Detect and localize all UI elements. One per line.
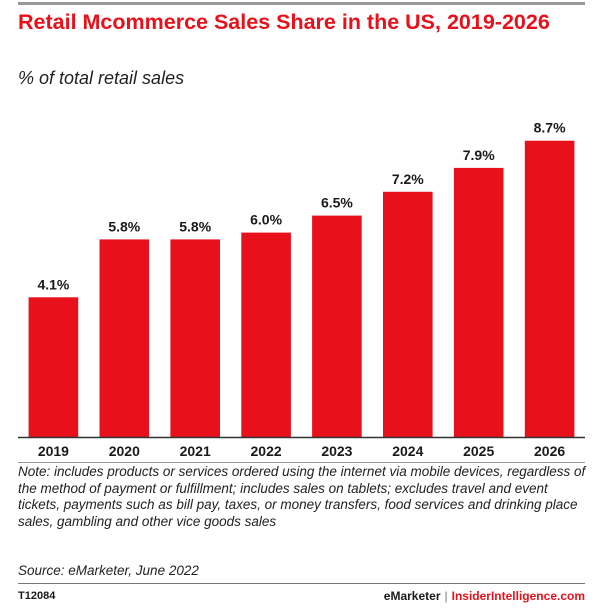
data-label-2023: 6.5% (321, 195, 353, 211)
bottom-rule (18, 583, 585, 584)
brand-emarketer: eMarketer (383, 589, 441, 603)
top-rule (18, 2, 585, 5)
x-tick-2024: 2024 (392, 443, 423, 459)
x-tick-2020: 2020 (109, 443, 140, 459)
chart-subtitle: % of total retail sales (18, 68, 185, 88)
x-tick-2021: 2021 (180, 443, 211, 459)
credits: eMarketer | InsiderIntelligence.com (384, 589, 585, 603)
x-tick-2026: 2026 (534, 443, 565, 459)
bar-2023 (312, 215, 362, 437)
data-label-2022: 6.0% (250, 212, 282, 228)
x-tick-2019: 2019 (38, 443, 69, 459)
bar-chart: 4.1% 2019 5.8% 2020 5.8% 2021 6.0% 2022 6.5% 2023… (18, 120, 585, 463)
data-label-2025: 7.9% (463, 147, 495, 163)
brand-insider-intelligence[interactable]: InsiderIntelligence.com (451, 589, 585, 603)
data-label-2019: 4.1% (37, 276, 69, 292)
bar-2019 (28, 297, 79, 437)
bar-2025 (453, 167, 504, 437)
data-label-2020: 5.8% (108, 218, 140, 234)
bar-2026 (524, 140, 575, 437)
x-tick-2023: 2023 (321, 443, 352, 459)
bar-2022 (241, 232, 291, 437)
bar-2024 (383, 191, 433, 438)
data-label-2021: 5.8% (179, 218, 211, 234)
chart-id: T12084 (18, 590, 56, 602)
x-tick-2025: 2025 (463, 443, 494, 459)
chart-note: Note: includes products or services orde… (18, 464, 586, 529)
data-label-2024: 7.2% (392, 171, 424, 187)
bar-2021 (170, 239, 220, 437)
data-label-2026: 8.7% (534, 120, 566, 136)
bar-2020 (99, 239, 150, 437)
chart-source: Source: eMarketer, June 2022 (18, 563, 199, 578)
credits-separator: | (444, 589, 448, 603)
x-tick-2022: 2022 (251, 443, 282, 459)
chart-title: Retail Mcommerce Sales Share in the US, … (18, 10, 550, 34)
